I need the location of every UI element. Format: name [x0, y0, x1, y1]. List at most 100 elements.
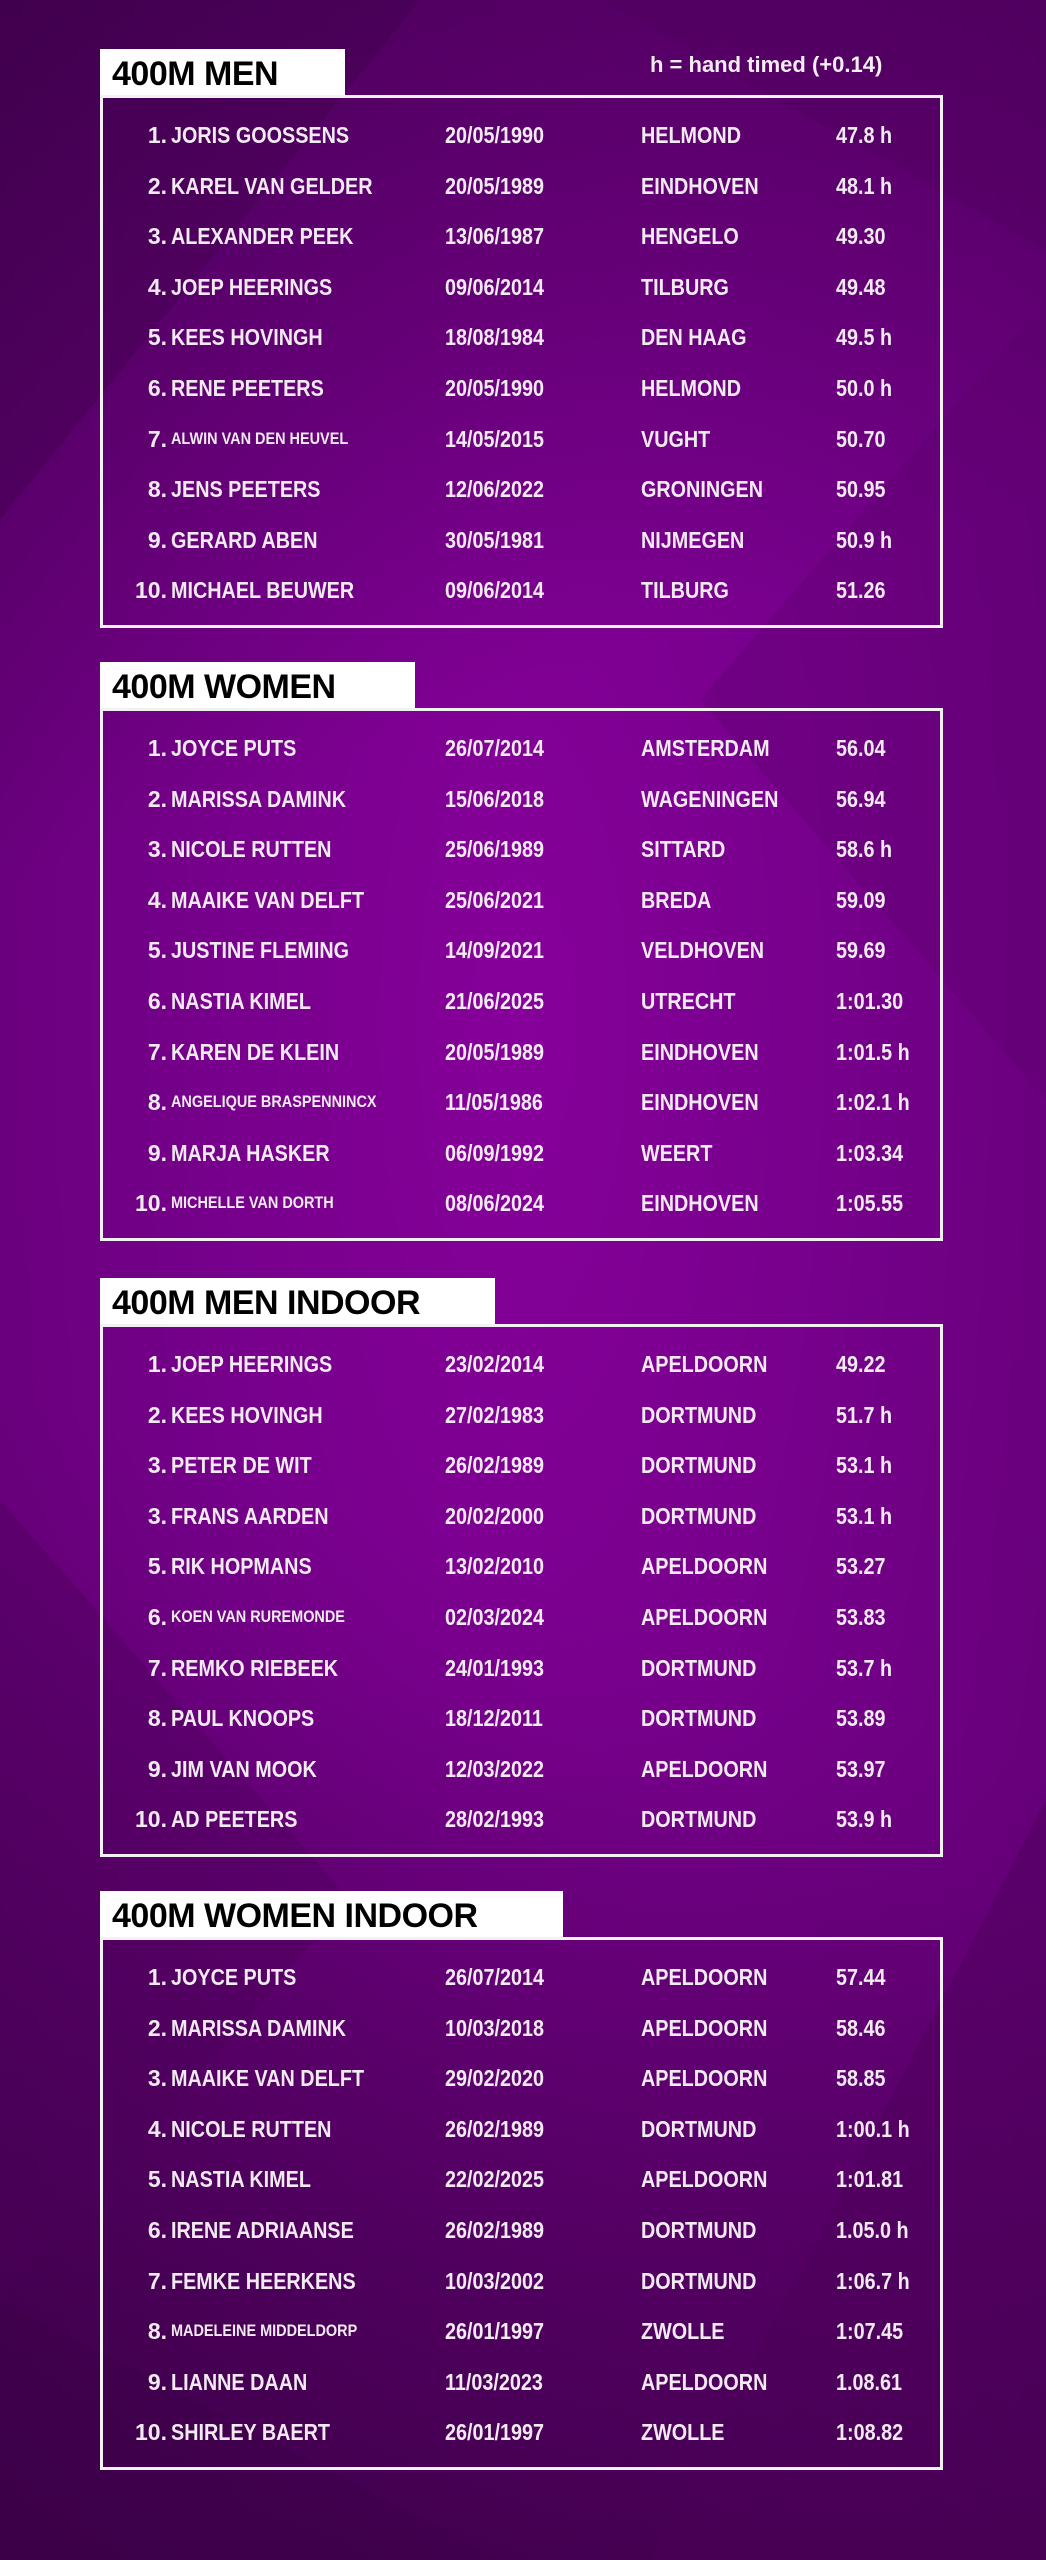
cell-date: 20/05/1990 — [445, 375, 545, 401]
cell-time: 49.48 — [836, 273, 886, 300]
cell-date: 11/03/2023 — [445, 2368, 543, 2395]
cell-time: 1:00.1 h — [836, 2115, 910, 2142]
cell-city: DORTMUND — [641, 2115, 757, 2142]
table-row: 2. KAREL VAN GELDER 20/05/1989 EINDHOVEN 48.… — [103, 166, 940, 206]
cell-rank: 5. — [147, 2166, 167, 2193]
cell-date: 26/02/1989 — [445, 2217, 545, 2243]
cell-city: ZWOLLE — [641, 2419, 725, 2446]
cell-name: LIANNE DAAN — [171, 2368, 308, 2395]
cell-name: KOEN VAN RUREMONDE — [171, 1607, 345, 1626]
cell-city: DORTMUND — [641, 1654, 757, 1681]
cell-time: 1:07.45 — [836, 2318, 904, 2345]
cell-rank: 7. — [147, 2267, 167, 2294]
cell-date: 25/06/1989 — [445, 836, 545, 863]
cell-rank: 6. — [147, 2217, 167, 2243]
cell-rank: 1. — [147, 735, 167, 761]
cell-city: ZWOLLE — [641, 2318, 725, 2345]
cell-time: 59.09 — [836, 886, 886, 913]
cell-name: MADELEINE MIDDELDORP — [171, 2321, 358, 2341]
cell-name: JIM VAN MOOK — [171, 1755, 317, 1782]
cell-date: 14/09/2021 — [445, 937, 545, 964]
cell-rank: 7. — [147, 1038, 167, 1065]
cell-time: 50.95 — [836, 476, 886, 503]
cell-city: WAGENINGEN — [641, 785, 779, 812]
cell-time: 56.94 — [836, 785, 886, 812]
cell-name: REMKO RIEBEEK — [171, 1654, 339, 1681]
cell-name: PETER DE WIT — [171, 1452, 312, 1479]
cell-rank: 10. — [135, 1190, 167, 1217]
cell-time: 1.05.0 h — [836, 2217, 909, 2243]
table-row: 1. JOYCE PUTS 26/07/2014 APELDOORN 57.44 — [103, 1957, 940, 1997]
cell-date: 30/05/1981 — [445, 526, 545, 553]
cell-date: 18/08/1984 — [445, 324, 545, 351]
cell-city: APELDOORN — [641, 2065, 768, 2092]
table-row: 3. MAAIKE VAN DELFT 29/02/2020 APELDOORN 58.… — [103, 2058, 940, 2098]
cell-time: 58.6 h — [836, 836, 893, 863]
cell-rank: 9. — [147, 1755, 167, 1782]
cell-time: 58.46 — [836, 2014, 886, 2041]
cell-date: 26/07/2014 — [445, 735, 545, 761]
table-row: 3. ALEXANDER PEEK 13/06/1987 HENGELO 49.30 — [103, 216, 940, 256]
cell-date: 12/06/2022 — [445, 476, 545, 503]
records-table: 1. JORIS GOOSSENS 20/05/1990 HELMOND 47.8 h 2… — [100, 95, 943, 628]
cell-name: MARISSA DAMINK — [171, 785, 347, 812]
cell-time: 53.1 h — [836, 1452, 893, 1479]
section-title: 400M WOMEN — [100, 662, 415, 710]
table-row: 10. MICHELLE VAN DORTH 08/06/2024 EINDHOVEN… — [103, 1183, 940, 1223]
cell-date: 26/01/1997 — [445, 2419, 545, 2446]
cell-name: KAREN DE KLEIN — [171, 1038, 340, 1065]
cell-time: 53.1 h — [836, 1502, 893, 1529]
table-row: 2. MARISSA DAMINK 10/03/2018 APELDOORN 58.46 — [103, 2008, 940, 2048]
cell-city: VUGHT — [641, 425, 711, 452]
cell-city: DORTMUND — [641, 1502, 757, 1529]
cell-time: 49.5 h — [836, 324, 893, 351]
cell-rank: 4. — [147, 2115, 167, 2142]
table-row: 10. SHIRLEY BAERT 26/01/1997 ZWOLLE 1:08.82 — [103, 2412, 940, 2452]
cell-city: APELDOORN — [641, 2014, 768, 2041]
cell-name: JOYCE PUTS — [171, 1964, 297, 1990]
cell-name: NASTIA KIMEL — [171, 988, 311, 1014]
cell-name: JOEP HEERINGS — [171, 273, 333, 300]
cell-time: 50.0 h — [836, 375, 893, 401]
cell-city: AMSTERDAM — [641, 735, 770, 761]
cell-rank: 3. — [147, 2065, 167, 2092]
cell-name: NICOLE RUTTEN — [171, 836, 332, 863]
cell-date: 15/06/2018 — [445, 785, 545, 812]
cell-name: NICOLE RUTTEN — [171, 2115, 332, 2142]
table-row: 7. REMKO RIEBEEK 24/01/1993 DORTMUND 53.7 h — [103, 1648, 940, 1688]
cell-city: APELDOORN — [641, 2368, 768, 2395]
cell-name: NASTIA KIMEL — [171, 2166, 311, 2193]
cell-city: DORTMUND — [641, 2267, 757, 2294]
cell-name: JOEP HEERINGS — [171, 1351, 333, 1377]
cell-rank: 10. — [135, 577, 167, 604]
cell-name: ANGELIQUE BRASPENNINCX — [171, 1092, 377, 1112]
section-400m-women-indoor: 400M WOMEN INDOOR 1. JOYCE PUTS 26/07/2014 A… — [100, 1891, 943, 2471]
cell-time: 51.26 — [836, 577, 886, 604]
cell-rank: 2. — [147, 2014, 167, 2041]
cell-date: 20/05/1989 — [445, 172, 545, 199]
cell-date: 18/12/2011 — [445, 1705, 543, 1732]
table-row: 5. RIK HOPMANS 13/02/2010 APELDOORN 53.27 — [103, 1546, 940, 1586]
cell-date: 13/06/1987 — [445, 223, 545, 250]
table-row: 4. JOEP HEERINGS 09/06/2014 TILBURG 49.48 — [103, 267, 940, 307]
cell-date: 10/03/2002 — [445, 2267, 545, 2294]
cell-rank: 2. — [147, 172, 167, 199]
cell-time: 51.7 h — [836, 1401, 893, 1428]
cell-city: WEERT — [641, 1139, 713, 1166]
cell-name: KAREL VAN GELDER — [171, 172, 373, 199]
cell-name: IRENE ADRIAANSE — [171, 2217, 354, 2243]
cell-city: APELDOORN — [641, 1351, 768, 1377]
table-row: 6. KOEN VAN RUREMONDE 02/03/2024 APELDOORN 5… — [103, 1597, 940, 1637]
table-row: 9. MARJA HASKER 06/09/1992 WEERT 1:03.34 — [103, 1133, 940, 1173]
cell-date: 21/06/2025 — [445, 988, 545, 1014]
cell-time: 1.08.61 — [836, 2368, 903, 2395]
table-row: 4. NICOLE RUTTEN 26/02/1989 DORTMUND 1:00.1 … — [103, 2109, 940, 2149]
cell-city: TILBURG — [641, 273, 729, 300]
table-row: 8. MADELEINE MIDDELDORP 26/01/1997 ZWOLLE 1:… — [103, 2311, 940, 2351]
cell-city: DEN HAAG — [641, 324, 747, 351]
cell-rank: 3. — [147, 1452, 167, 1479]
cell-time: 1:01.30 — [836, 988, 904, 1014]
cell-date: 20/05/1989 — [445, 1038, 545, 1065]
cell-name: JOYCE PUTS — [171, 735, 297, 761]
cell-city: GRONINGEN — [641, 476, 763, 503]
